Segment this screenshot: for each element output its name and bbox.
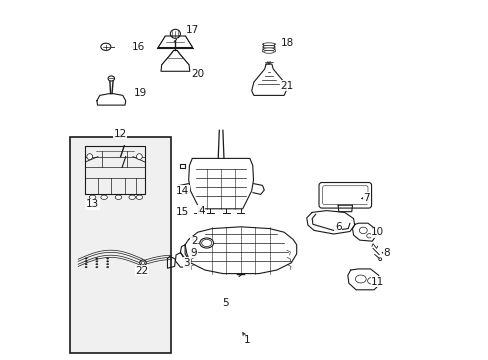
Ellipse shape [89,195,96,199]
Ellipse shape [190,252,196,256]
Text: 5: 5 [222,298,228,308]
Ellipse shape [263,50,274,53]
Text: 14: 14 [176,186,189,196]
Ellipse shape [96,258,98,259]
Text: 21: 21 [280,81,293,91]
Ellipse shape [87,154,92,159]
Ellipse shape [115,195,122,199]
Text: 11: 11 [370,276,384,287]
Ellipse shape [201,239,211,247]
Ellipse shape [129,195,135,199]
Ellipse shape [106,258,108,259]
Ellipse shape [85,264,87,265]
Ellipse shape [106,264,108,265]
Text: 17: 17 [185,24,199,35]
Text: 8: 8 [383,248,389,258]
Ellipse shape [136,195,142,199]
Ellipse shape [101,43,111,50]
Ellipse shape [140,260,146,266]
Ellipse shape [367,278,375,284]
Text: 19: 19 [133,88,146,98]
Text: 2: 2 [190,236,197,246]
Text: 10: 10 [370,227,384,237]
Ellipse shape [366,234,371,238]
Text: 3: 3 [183,258,190,268]
Ellipse shape [359,227,366,234]
Text: 20: 20 [191,69,204,79]
Ellipse shape [262,43,275,46]
Text: 15: 15 [176,207,189,217]
Ellipse shape [141,261,144,264]
Bar [70,137,170,353]
FancyBboxPatch shape [318,183,371,208]
Text: 22: 22 [135,266,148,276]
Ellipse shape [96,261,98,262]
Ellipse shape [136,154,142,159]
Ellipse shape [85,258,87,259]
Ellipse shape [85,261,87,262]
Text: 16: 16 [131,42,144,52]
Text: 9: 9 [190,248,197,258]
Ellipse shape [263,45,275,48]
Text: 4: 4 [198,206,204,216]
Ellipse shape [355,275,366,283]
Ellipse shape [263,48,274,51]
Ellipse shape [200,238,213,248]
Ellipse shape [96,266,98,268]
Text: 18: 18 [280,38,293,48]
Ellipse shape [101,195,107,199]
Ellipse shape [96,264,98,265]
Ellipse shape [108,76,114,81]
Text: 1: 1 [244,335,250,345]
Text: 13: 13 [86,199,99,210]
Text: 7: 7 [363,193,369,203]
Text: 12: 12 [113,129,127,139]
Ellipse shape [106,261,108,262]
Ellipse shape [378,258,381,261]
Ellipse shape [106,266,108,268]
Ellipse shape [170,29,180,38]
Text: 6: 6 [334,222,341,232]
Ellipse shape [85,266,87,268]
